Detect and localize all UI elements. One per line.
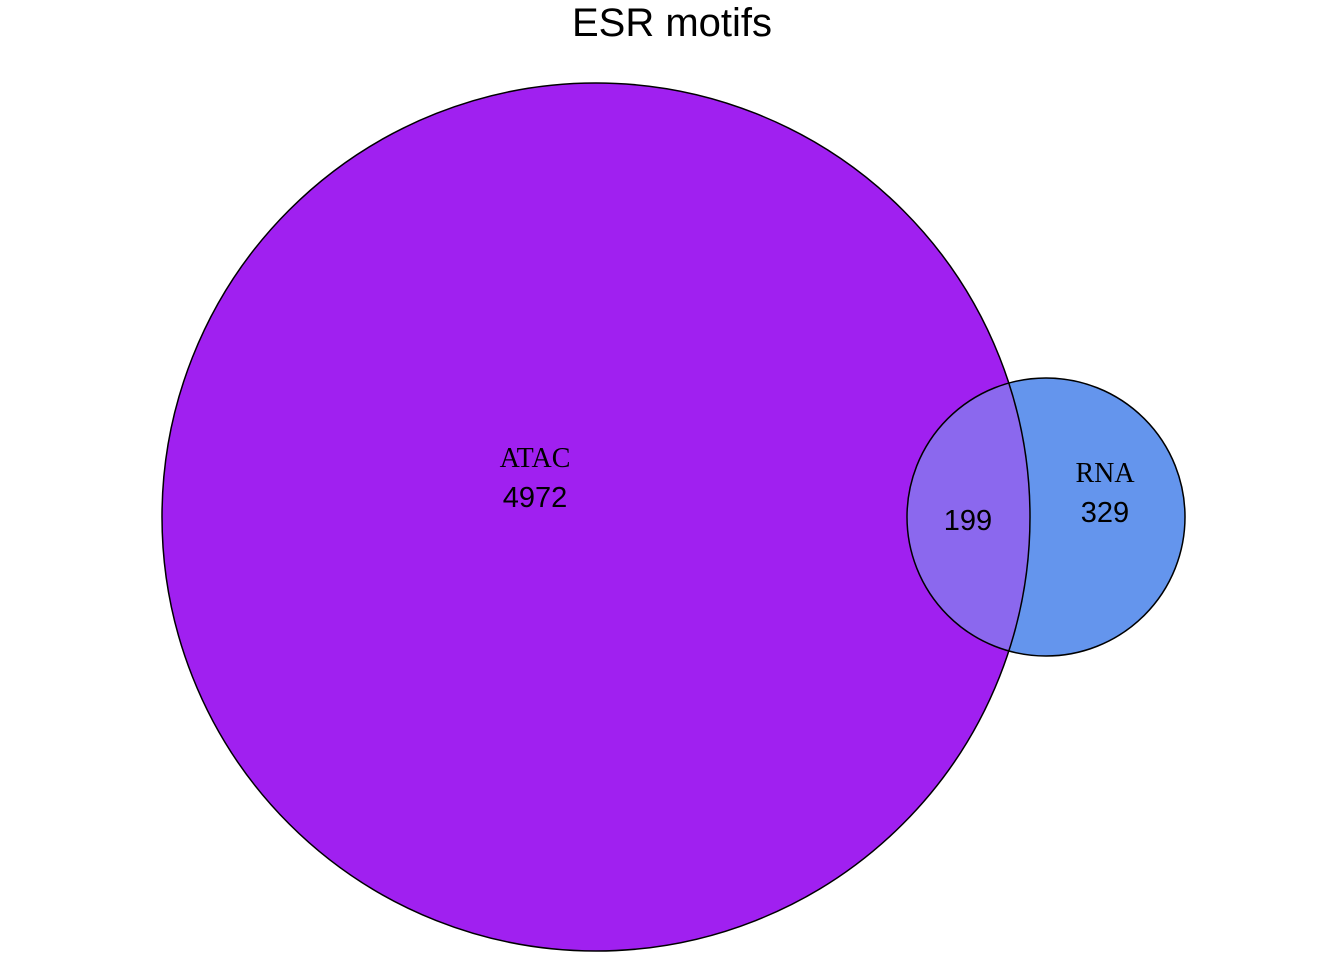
set-rna-only-count: 329 (1081, 497, 1129, 529)
set-atac-label: ATAC (500, 443, 571, 474)
diagram-title: ESR motifs (572, 1, 772, 45)
intersection-count: 199 (944, 505, 992, 537)
set-atac-circle (162, 83, 1030, 951)
set-rna-label: RNA (1075, 458, 1135, 489)
set-atac-only-count: 4972 (503, 482, 568, 514)
set-atac-outline (161, 82, 1031, 952)
set-rna-outline (906, 377, 1186, 657)
